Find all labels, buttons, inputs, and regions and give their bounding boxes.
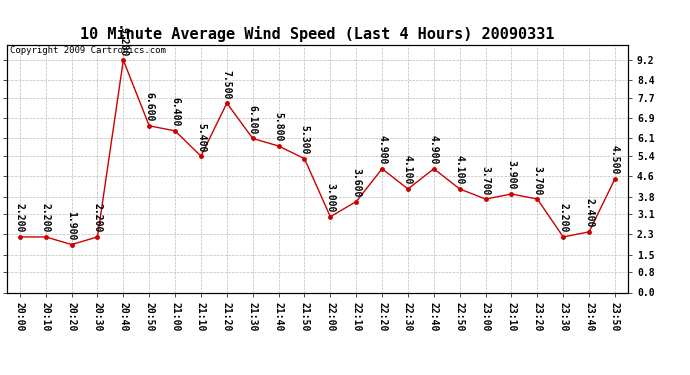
Text: Copyright 2009 Cartronics.com: Copyright 2009 Cartronics.com [10,46,166,55]
Title: 10 Minute Average Wind Speed (Last 4 Hours) 20090331: 10 Minute Average Wind Speed (Last 4 Hou… [80,27,555,42]
Text: 2.200: 2.200 [558,203,568,233]
Text: 5.400: 5.400 [196,123,206,152]
Text: 3.000: 3.000 [326,183,335,213]
Text: 5.300: 5.300 [299,125,309,154]
Text: 9.200: 9.200 [119,27,128,56]
Text: 4.900: 4.900 [429,135,439,165]
Text: 7.500: 7.500 [222,69,232,99]
Text: 3.700: 3.700 [481,165,491,195]
Text: 2.200: 2.200 [92,203,102,233]
Text: 6.400: 6.400 [170,98,180,127]
Text: 5.800: 5.800 [274,112,284,142]
Text: 3.600: 3.600 [351,168,361,197]
Text: 2.400: 2.400 [584,198,594,228]
Text: 6.100: 6.100 [248,105,257,134]
Text: 3.900: 3.900 [506,160,516,190]
Text: 4.500: 4.500 [610,145,620,175]
Text: 4.900: 4.900 [377,135,387,165]
Text: 6.600: 6.600 [144,92,154,122]
Text: 4.100: 4.100 [455,155,464,185]
Text: 2.200: 2.200 [15,203,25,233]
Text: 1.900: 1.900 [67,211,77,240]
Text: 3.700: 3.700 [533,165,542,195]
Text: 2.200: 2.200 [41,203,50,233]
Text: 4.100: 4.100 [403,155,413,185]
